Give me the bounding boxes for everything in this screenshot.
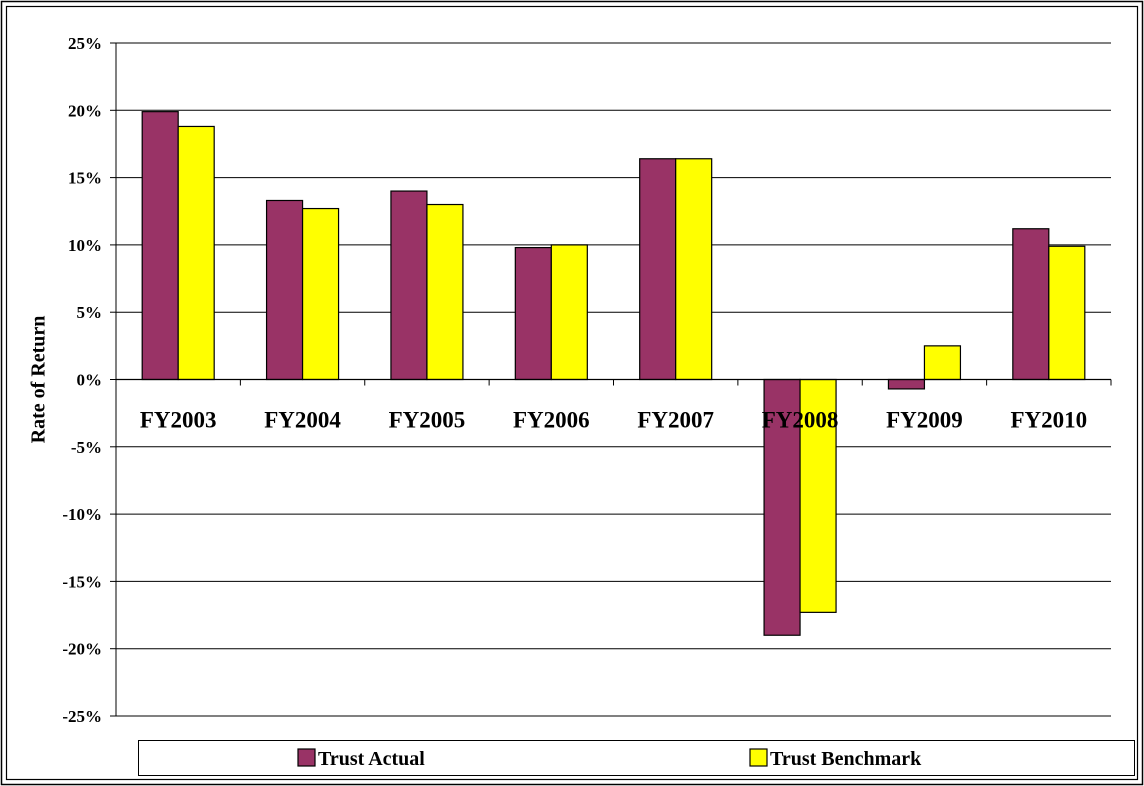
legend-label: Trust Actual xyxy=(318,748,425,770)
bar-trust-benchmark-fy2003 xyxy=(177,125,215,381)
y-tick-label: 15% xyxy=(68,169,102,188)
bar-trust-actual-fy2006 xyxy=(514,246,552,381)
y-tick-label: -20% xyxy=(62,640,102,659)
legend-box xyxy=(138,740,1135,776)
bar-trust-benchmark-fy2005 xyxy=(426,203,464,381)
legend: Trust Actual Trust Benchmark xyxy=(138,740,1135,776)
x-tick-label: FY2006 xyxy=(513,408,590,433)
bar-trust-benchmark-fy2010 xyxy=(1048,245,1086,381)
x-tick-label: FY2004 xyxy=(264,408,341,433)
inner-border xyxy=(5,5,1139,781)
x-tick-label: FY2008 xyxy=(762,408,839,433)
bar-trust-benchmark-fy2004 xyxy=(301,207,340,381)
bar-trust-benchmark-fy2008 xyxy=(799,378,837,613)
bar-trust-actual-fy2010 xyxy=(1012,228,1050,381)
y-tick-label: 25% xyxy=(68,34,102,53)
y-tick-label: -5% xyxy=(71,438,102,457)
y-tick-label: 20% xyxy=(68,101,102,120)
bar-trust-actual-fy2004 xyxy=(265,199,304,381)
y-tick-label: 10% xyxy=(68,236,102,255)
x-tick-label: FY2010 xyxy=(1010,408,1087,433)
y-tick-label: -25% xyxy=(62,707,102,726)
x-tick-label: FY2005 xyxy=(389,408,466,433)
y-tick-label: -10% xyxy=(62,505,102,524)
bar-trust-actual-fy2008 xyxy=(763,378,801,636)
y-axis-title: Rate of Return xyxy=(28,316,50,444)
bar-trust-actual-fy2003 xyxy=(141,111,179,381)
y-tick-label: 0% xyxy=(77,371,103,390)
y-tick-label: -15% xyxy=(62,572,102,591)
x-tick-label: FY2003 xyxy=(140,408,217,433)
x-tick-label: FY2009 xyxy=(886,408,963,433)
bar-trust-actual-fy2005 xyxy=(390,190,428,381)
legend-swatch xyxy=(749,748,768,767)
y-tick-label: 5% xyxy=(77,303,103,322)
bar-trust-actual-fy2007 xyxy=(639,158,677,381)
bar-trust-benchmark-fy2007 xyxy=(675,158,713,381)
bar-trust-benchmark-fy2009 xyxy=(923,345,962,381)
bar-trust-benchmark-fy2006 xyxy=(550,244,588,381)
legend-swatch xyxy=(297,748,316,767)
legend-label: Trust Benchmark xyxy=(770,748,922,770)
bar-trust-actual-fy2009 xyxy=(887,378,926,390)
x-tick-label: FY2007 xyxy=(637,408,714,433)
